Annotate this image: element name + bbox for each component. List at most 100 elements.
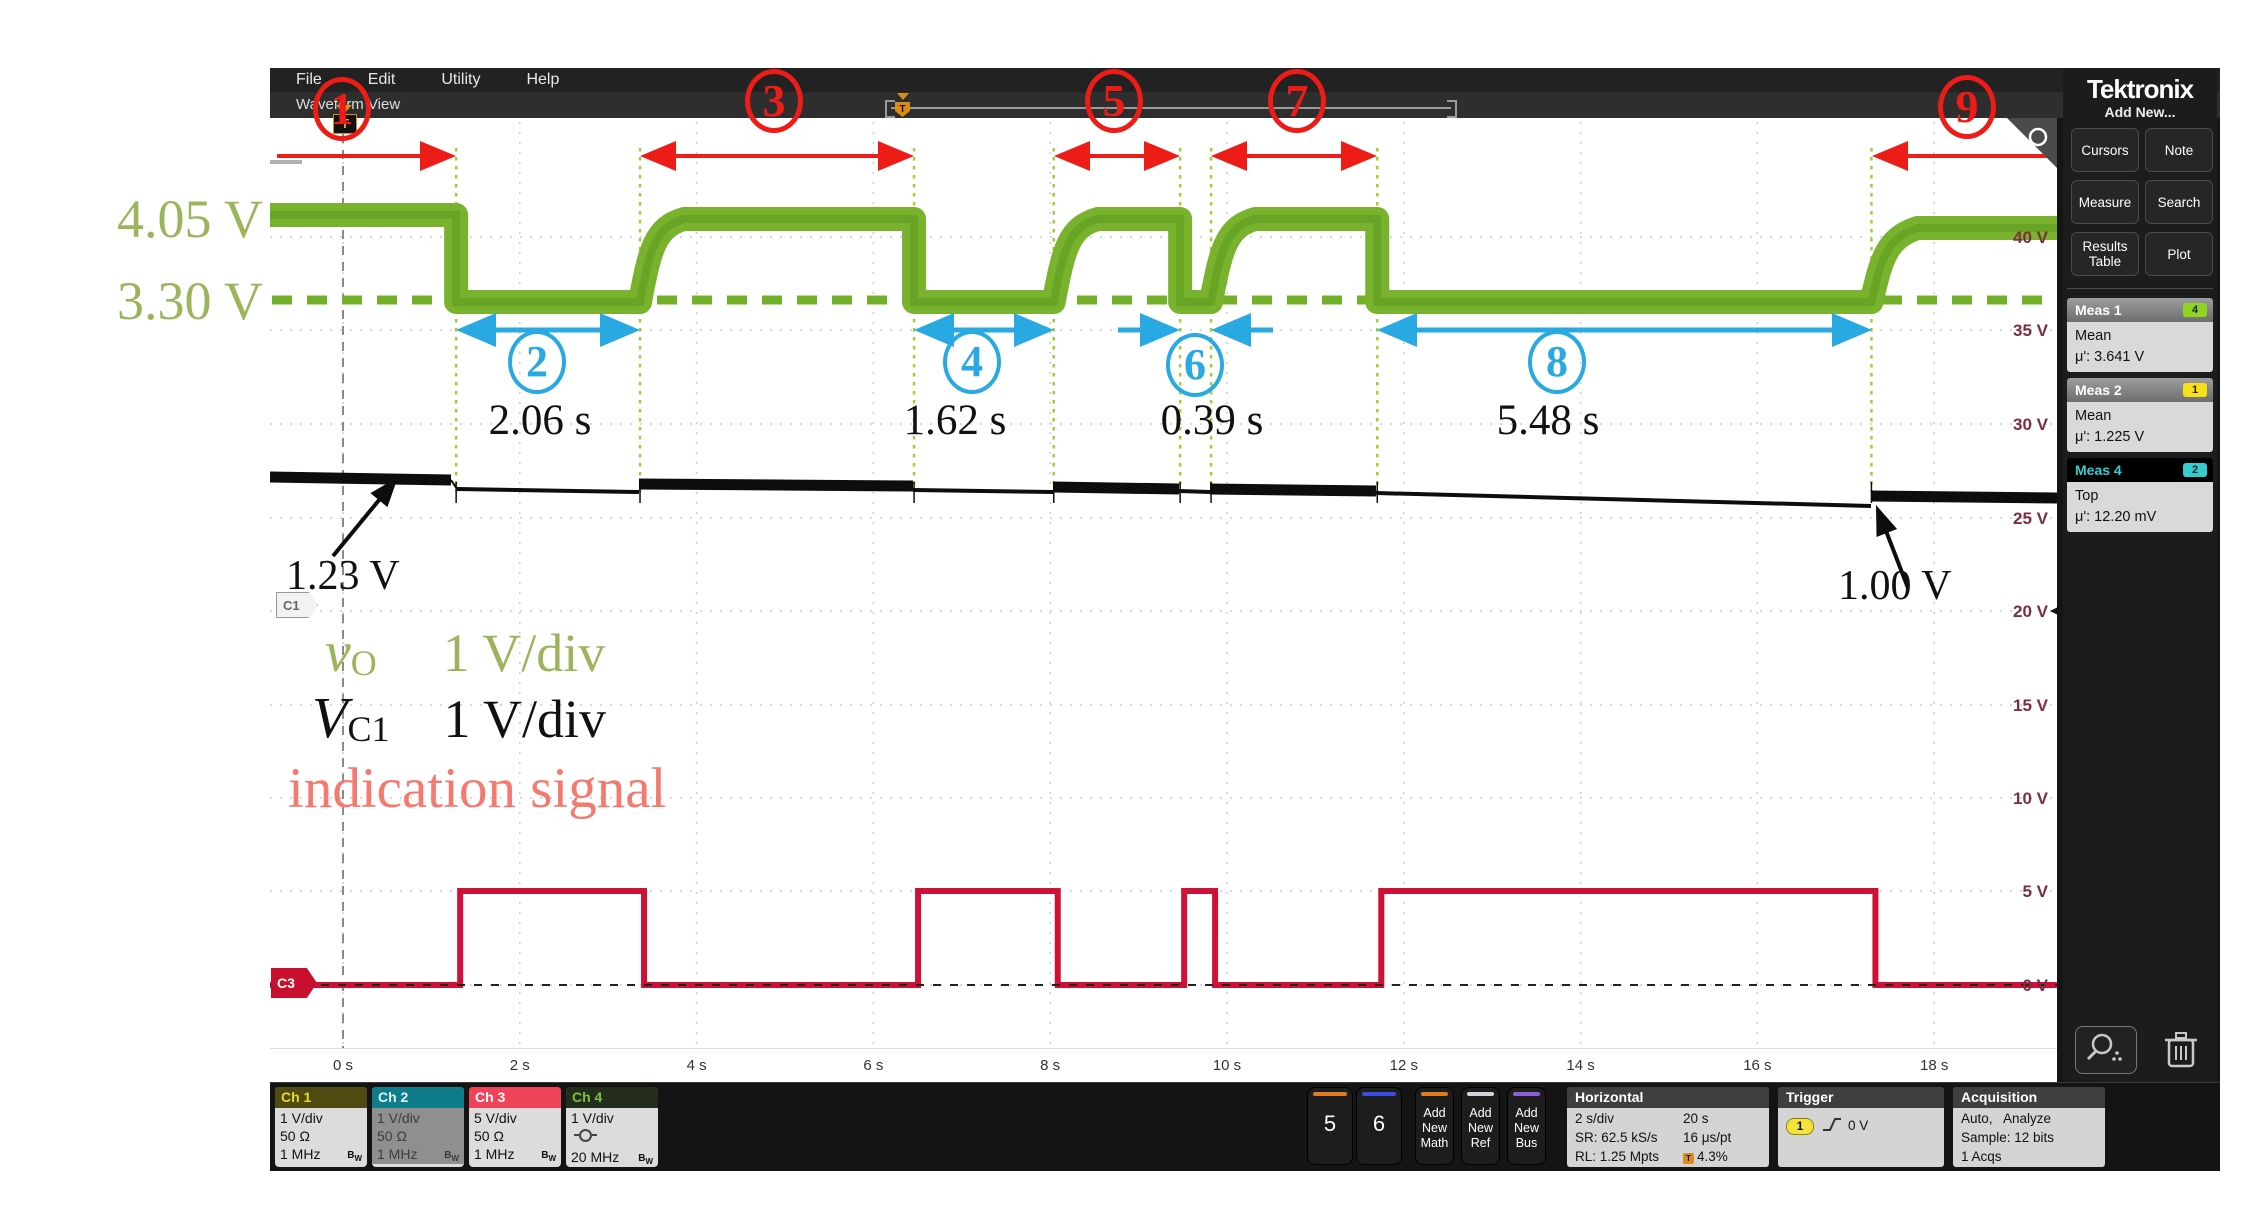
ch1-position-marker-icon [2050, 607, 2057, 615]
menu-file[interactable]: File [296, 71, 322, 88]
vc1-trace-segment [1052, 481, 1180, 495]
zoom-tool-button[interactable] [2075, 1026, 2137, 1074]
arrowhead-right-icon [1832, 313, 1872, 347]
panel-button-results-table[interactable]: Results Table [2071, 232, 2139, 276]
panel-button-cursors[interactable]: Cursors [2071, 128, 2139, 172]
duration-label-6: 0.39 s [1160, 397, 1264, 444]
vc1-start-arrow-head [370, 477, 398, 508]
measurement-type: Top [2075, 488, 2099, 504]
panel-button-search[interactable]: Search [2145, 180, 2213, 224]
y-tick-label: 20 V [2013, 602, 2049, 621]
button-add-new-bus[interactable]: Add New Bus [1507, 1087, 1546, 1165]
settings-bar: Horizontal 2 s/div 20 s SR: 62.5 kS/s 16 μs… [270, 1082, 2220, 1171]
channel-impedance: 50 Ω [377, 1128, 407, 1144]
channel-scale: 5 V/div [474, 1110, 517, 1126]
c1-channel-flag[interactable]: C1 [276, 592, 318, 618]
bandwidth-limit-icon: BW [638, 1153, 653, 1166]
y-tick-label: 40 V [2013, 228, 2049, 247]
channel-button-6[interactable]: 6 [1356, 1087, 1402, 1165]
acquisition-line: 1 Acqs [1961, 1149, 2002, 1164]
measurement-arrow [277, 141, 456, 171]
menu-utility[interactable]: Utility [441, 71, 481, 88]
channel-bandwidth-row: 1 MHz BW [280, 1145, 362, 1163]
trigger-panel-title: Trigger [1778, 1087, 1944, 1108]
panel-button-note[interactable]: Note [2145, 128, 2213, 172]
phase-number-1: 1 [313, 77, 371, 141]
trash-icon[interactable] [2157, 1026, 2205, 1072]
channel-settings: 1 V/div 50 Ω 1 MHz BW [275, 1108, 367, 1164]
trigger-panel[interactable]: Trigger 1 0 V [1778, 1087, 1944, 1167]
c3-channel-flag[interactable]: C3 [271, 968, 317, 998]
vc1-start-arrow [331, 493, 386, 558]
measurement-source-badge: 1 [2183, 383, 2207, 397]
horizontal-row: RL: 1.25 Mpts T 4.3% [1575, 1147, 1761, 1166]
duration-label-2: 2.06 s [488, 397, 592, 444]
channel-badge-ch1[interactable]: Ch 1 1 V/div 50 Ω 1 MHz BW [275, 1087, 367, 1167]
acquisition-panel[interactable]: Acquisition Auto, Analyze Sample: 12 bits… [1953, 1087, 2105, 1167]
measurement-card-1[interactable]: Meas 1 4 Mean μ': 3.641 V [2067, 298, 2213, 372]
panel-divider [2067, 288, 2213, 289]
channel-impedance: 50 Ω [474, 1128, 504, 1144]
channel-name: Ch 1 [275, 1087, 367, 1108]
button-add-new-math[interactable]: Add New Math [1415, 1087, 1454, 1165]
phase-number-3: 3 [745, 69, 803, 133]
vc1-trace-segment [1375, 491, 1872, 508]
channel-button-5[interactable]: 5 [1307, 1087, 1353, 1165]
vc1-end-arrow [1881, 522, 1910, 589]
horizontal-value-right: 20 s [1683, 1111, 1709, 1126]
arrowhead-right-icon [1144, 141, 1180, 171]
trigger-position-arrow-icon [897, 93, 909, 100]
measurement-type: Mean [2075, 328, 2112, 344]
x-tick-label: 0 s [332, 1057, 353, 1074]
trigger-position-mini-icon: T [1683, 1153, 1694, 1164]
channel-badge-ch2[interactable]: Ch 2 1 V/div 50 Ω 1 MHz BW [372, 1087, 464, 1167]
arrowhead-left-icon [640, 141, 676, 171]
zoom-corner-icon[interactable] [2007, 118, 2057, 168]
vc1-end-value-label: 1.00 V [1838, 563, 1952, 609]
arrowhead-left-icon [1054, 141, 1090, 171]
channel-bandwidth: 1 MHz [377, 1146, 418, 1162]
rising-edge-icon [1823, 1118, 1841, 1131]
channel-badge-ch3[interactable]: Ch 3 5 V/div 50 Ω 1 MHz BW [469, 1087, 561, 1167]
waveform-screen[interactable]: 40 V 35 V 30 V 25 V 20 V 15 V 10 V 5 V 0 V [270, 118, 2057, 1048]
channel-settings: 1 V/div 50 Ω 1 MHz BW [372, 1108, 464, 1164]
indication-signal-trace [270, 888, 2057, 988]
arrowhead-right-icon [600, 313, 640, 347]
horizontal-value-right: 16 μs/pt [1683, 1130, 1732, 1145]
measurement-source-badge: 2 [2183, 463, 2207, 477]
channel-settings: 1 V/div 20 MHz BW [566, 1108, 658, 1167]
arrowhead-right-icon [1341, 141, 1377, 171]
trigger-position-icon[interactable]: T [895, 102, 910, 117]
menu-help[interactable]: Help [526, 71, 560, 88]
panel-button-plot[interactable]: Plot [2145, 232, 2213, 276]
menu-edit[interactable]: Edit [367, 71, 396, 88]
panel-button-measure[interactable]: Measure [2071, 180, 2139, 224]
arrowhead-left-icon [1211, 313, 1251, 347]
measurement-type: Mean [2075, 408, 2112, 424]
channel-name: Ch 2 [372, 1087, 464, 1108]
x-tick-label: 8 s [1040, 1057, 1061, 1074]
horizontal-panel[interactable]: Horizontal 2 s/div 20 s SR: 62.5 kS/s 16 μs… [1567, 1087, 1769, 1167]
y-axis-labels: 40 V 35 V 30 V 25 V 20 V 15 V 10 V 5 V 0 V [2013, 228, 2049, 995]
phase-number-8: 8 [1528, 330, 1586, 394]
y-tick-label: 15 V [2013, 696, 2049, 715]
button-add-new-ref[interactable]: Add New Ref [1461, 1087, 1500, 1165]
magnifier-icon [2028, 127, 2048, 147]
horizontal-value-left: RL: 1.25 Mpts [1575, 1149, 1660, 1164]
horizontal-overview-bar[interactable]: T [885, 93, 1457, 118]
channel-bandwidth: 20 MHz [571, 1149, 620, 1165]
measurement-card-3[interactable]: Meas 4 2 Top μ': 12.20 mV [2067, 458, 2213, 532]
vc1-trace-segment [270, 471, 452, 486]
overview-right-bracket [1447, 100, 1457, 118]
y-tick-label: 0 V [2022, 976, 2048, 995]
channel-badge-ch4[interactable]: Ch 4 1 V/div 20 MHz BW [566, 1087, 658, 1167]
measurement-card-2[interactable]: Meas 2 1 Mean μ': 1.225 V [2067, 378, 2213, 452]
arrowhead-right-icon [1140, 313, 1180, 347]
channel-name: Ch 3 [469, 1087, 561, 1108]
trigger-level: 0 V [1848, 1118, 1869, 1133]
measurement-value: μ': 1.225 V [2075, 429, 2145, 445]
channel-bandwidth-row: 1 MHz BW [474, 1145, 556, 1163]
